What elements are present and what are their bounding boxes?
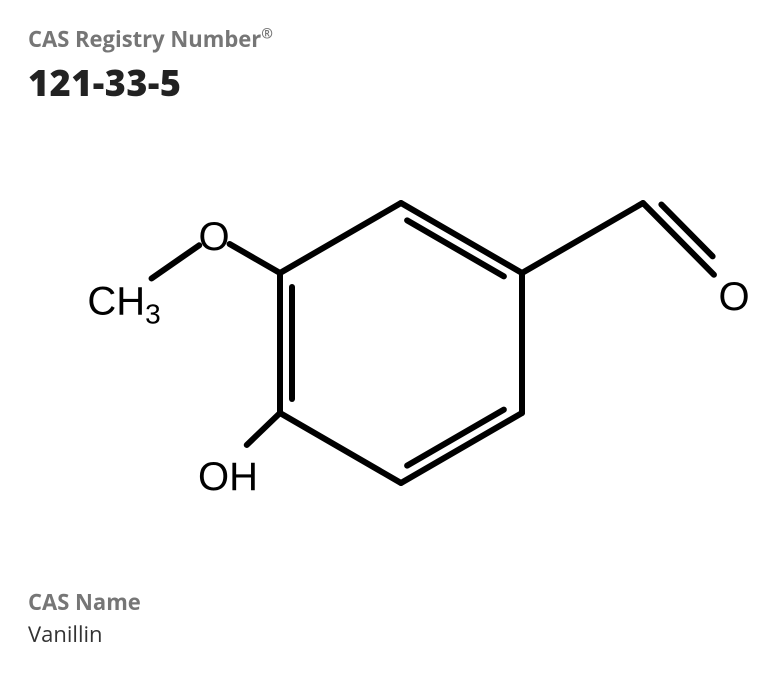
cas-name-label: CAS Name [28, 587, 730, 617]
atom-label: OH [198, 457, 258, 497]
cas-name-value: Vanillin [28, 619, 730, 649]
cas-registry-label-text: CAS Registry Number [28, 24, 261, 54]
structure-svg [28, 147, 728, 547]
chemical-structure: OCH3OHO [28, 147, 728, 547]
atom-label: O [198, 217, 229, 257]
cas-registry-label-sup: ® [261, 25, 273, 44]
cas-registry-label: CAS Registry Number® [28, 24, 730, 54]
atom-label: CH3 [87, 282, 160, 329]
cas-number: 121-33-5 [28, 58, 730, 107]
atom-label: O [718, 277, 749, 317]
